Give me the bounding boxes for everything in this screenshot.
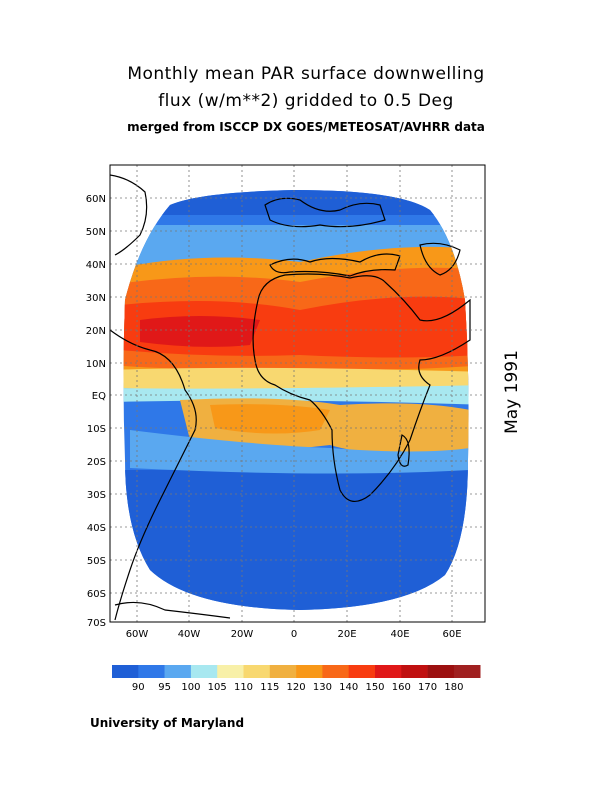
lat-label: 20N bbox=[86, 326, 106, 337]
lat-label: 30S bbox=[87, 490, 106, 501]
data-field bbox=[123, 190, 469, 610]
lat-label: 40S bbox=[87, 523, 106, 534]
lat-label: 70S bbox=[87, 618, 106, 629]
coastlines bbox=[110, 174, 471, 621]
lon-label: 40W bbox=[178, 629, 201, 640]
lat-label: 10N bbox=[86, 359, 106, 370]
latitude-labels: 60N 50N 40N 30N 20N 10N EQ 10S 20S 30S 4… bbox=[86, 194, 106, 629]
lon-label: 20E bbox=[337, 629, 356, 640]
map-title-line-2: flux (w/m**2) gridded to 0.5 Deg bbox=[158, 91, 454, 111]
credit-text: University of Maryland bbox=[90, 716, 245, 730]
lat-label: 30N bbox=[86, 293, 106, 304]
lat-label: 60S bbox=[87, 589, 106, 600]
lat-label: 10S bbox=[87, 424, 106, 435]
lon-label: 60E bbox=[442, 629, 461, 640]
lat-label: 20S bbox=[87, 457, 106, 468]
graticule bbox=[110, 165, 485, 622]
map-title-line-1: Monthly mean PAR surface downwelling bbox=[127, 64, 485, 84]
lat-label: 50S bbox=[87, 556, 106, 567]
lat-label: 50N bbox=[86, 227, 106, 238]
longitude-labels: 60W 40W 20W 0 20E 40E 60E bbox=[126, 629, 462, 640]
lon-label: 0 bbox=[291, 629, 297, 640]
lon-label: 60W bbox=[126, 629, 149, 640]
lat-label: EQ bbox=[92, 391, 106, 402]
lon-label: 40E bbox=[390, 629, 409, 640]
lat-label: 40N bbox=[86, 260, 106, 271]
lon-label: 20W bbox=[231, 629, 254, 640]
map-subtitle: merged from ISCCP DX GOES/METEOSAT/AVHRR… bbox=[127, 120, 485, 134]
lat-label: 60N bbox=[86, 194, 106, 205]
date-label: May 1991 bbox=[502, 350, 522, 434]
map-frame bbox=[109, 164, 486, 623]
